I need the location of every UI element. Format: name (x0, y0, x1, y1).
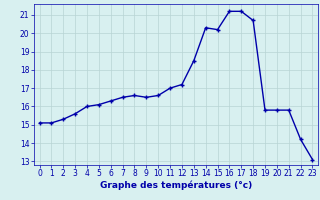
X-axis label: Graphe des températures (°c): Graphe des températures (°c) (100, 181, 252, 190)
